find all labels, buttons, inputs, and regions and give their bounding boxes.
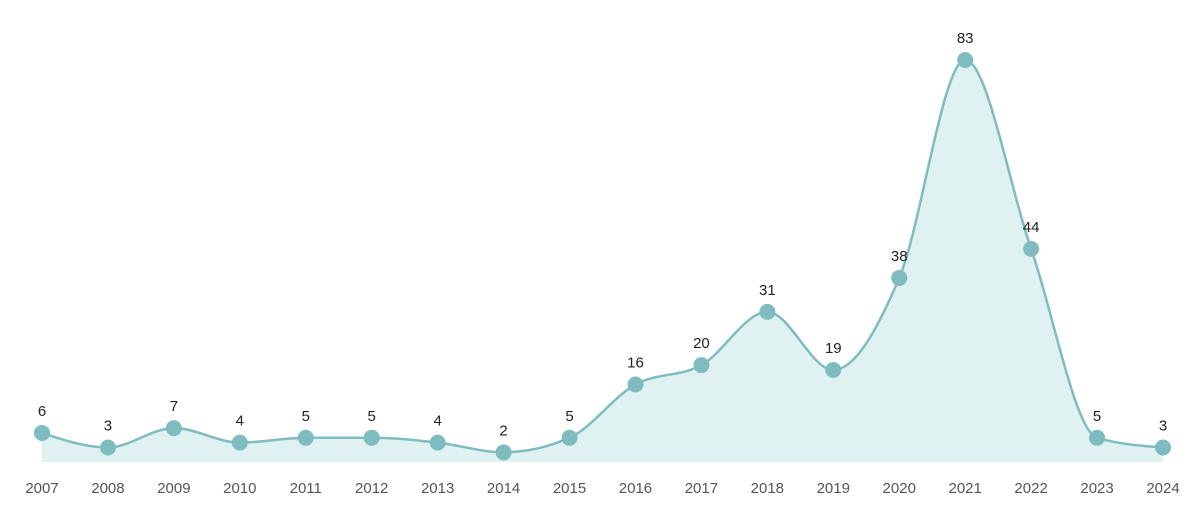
point — [1089, 429, 1106, 446]
point — [759, 303, 776, 320]
x-tick-label: 2010 — [223, 480, 256, 497]
point — [693, 357, 710, 374]
value-label: 19 — [825, 340, 842, 357]
value-label: 2 — [499, 422, 507, 439]
point — [495, 444, 512, 461]
value-label: 5 — [302, 408, 310, 425]
point — [957, 52, 974, 68]
point — [297, 429, 314, 446]
x-tick-label: 2014 — [487, 480, 520, 497]
value-label: 3 — [1159, 417, 1167, 434]
value-label: 83 — [957, 30, 974, 47]
value-label: 31 — [759, 282, 776, 299]
x-tick-label: 2016 — [619, 480, 652, 497]
point — [1155, 439, 1171, 456]
point — [891, 269, 908, 286]
value-label: 4 — [236, 413, 244, 430]
value-label: 6 — [38, 403, 46, 420]
point — [231, 434, 248, 451]
point — [363, 429, 380, 446]
x-tick-label: 2011 — [290, 480, 322, 497]
value-label: 5 — [368, 408, 376, 425]
line — [41, 58, 1164, 454]
value-label: 20 — [693, 335, 710, 352]
value-label: 44 — [1023, 219, 1040, 236]
point — [34, 424, 50, 441]
point — [561, 429, 578, 446]
value-label: 5 — [565, 408, 573, 425]
x-tick-label: 2015 — [553, 480, 586, 497]
x-tick-label: 2009 — [157, 480, 190, 497]
x-tick-label: 2019 — [817, 480, 850, 497]
x-tick-label: 2023 — [1080, 480, 1113, 497]
value-label: 38 — [891, 248, 908, 265]
value-label: 4 — [433, 413, 441, 430]
value-label: 3 — [104, 417, 112, 434]
x-tick-label: 2020 — [883, 480, 916, 497]
x-tick-label: 2024 — [1146, 480, 1179, 497]
point — [627, 376, 644, 393]
point — [165, 420, 182, 437]
value-label: 7 — [170, 398, 178, 415]
value-label: 5 — [1093, 408, 1101, 425]
value-label: 16 — [627, 354, 644, 371]
x-tick-label: 2021 — [948, 480, 981, 497]
x-tick-label: 2008 — [91, 480, 124, 497]
x-tick-label: 2007 — [25, 480, 58, 497]
x-tick-label: 2017 — [685, 480, 718, 497]
area — [42, 60, 1163, 462]
point — [99, 439, 116, 456]
x-tick-label: 2022 — [1014, 480, 1047, 497]
point — [429, 434, 446, 451]
point — [825, 361, 842, 378]
x-tick-label: 2013 — [421, 480, 454, 497]
x-tick-label: 2012 — [355, 480, 388, 497]
point — [1023, 240, 1040, 257]
x-tick-label: 2018 — [751, 480, 784, 497]
